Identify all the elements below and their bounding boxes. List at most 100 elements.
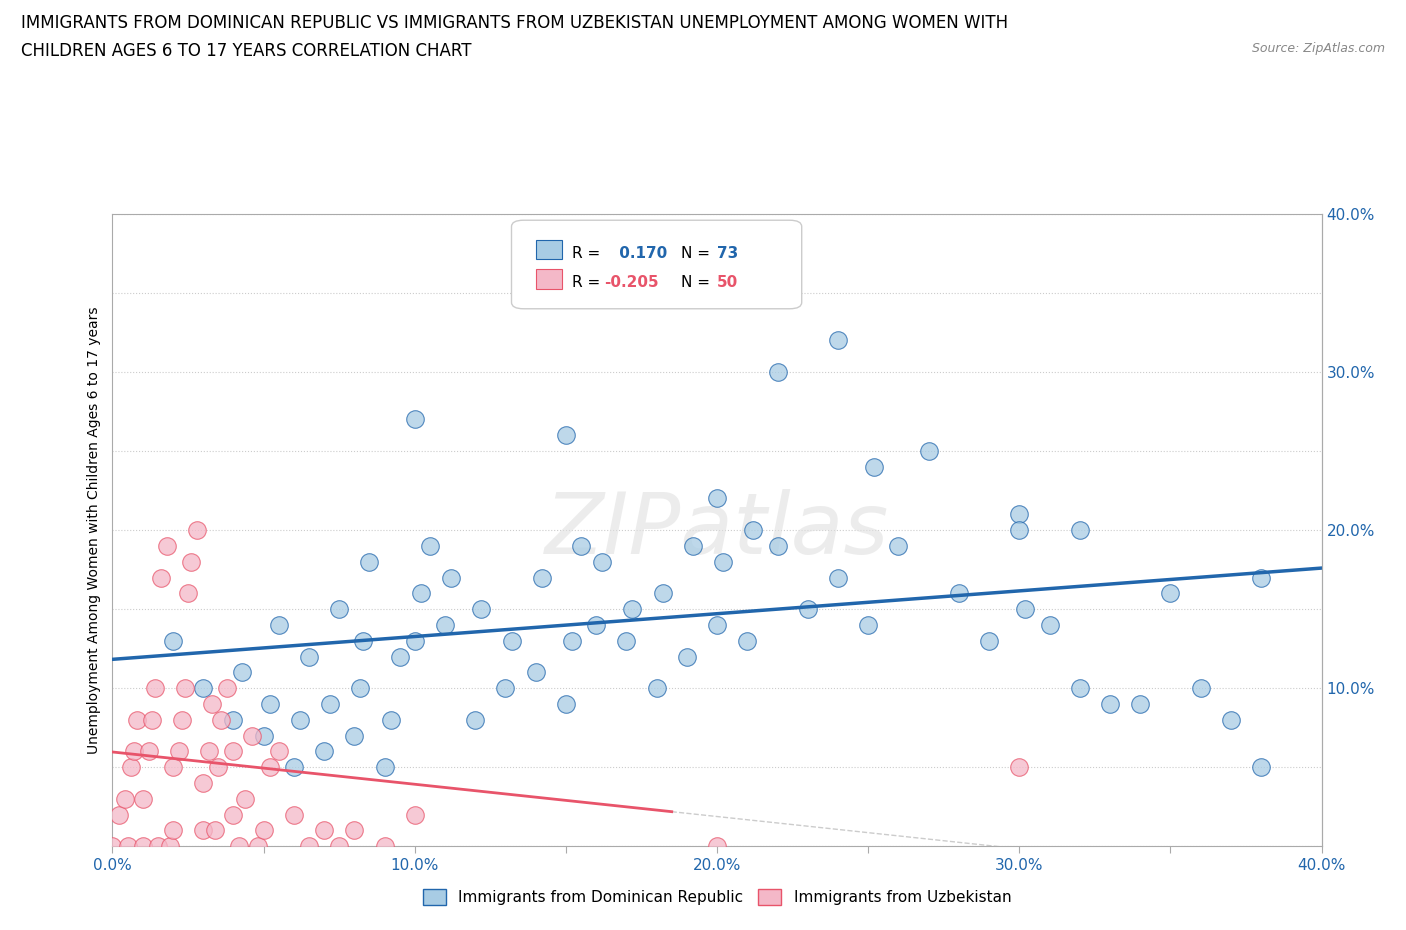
Text: N =: N =	[681, 274, 710, 290]
Point	[319, 697, 342, 711]
Point	[706, 491, 728, 506]
Point	[433, 618, 456, 632]
Point	[132, 791, 155, 806]
Point	[404, 412, 426, 427]
Point	[288, 712, 311, 727]
Point	[177, 586, 200, 601]
Point	[585, 618, 607, 632]
Point	[180, 554, 202, 569]
Point	[209, 712, 232, 727]
Text: Source: ZipAtlas.com: Source: ZipAtlas.com	[1251, 42, 1385, 55]
Point	[1008, 507, 1031, 522]
Point	[191, 776, 214, 790]
Point	[1069, 523, 1091, 538]
Point	[682, 538, 704, 553]
Point	[246, 839, 269, 854]
Point	[1220, 712, 1243, 727]
Point	[1129, 697, 1152, 711]
Point	[235, 791, 257, 806]
Point	[222, 744, 245, 759]
Point	[125, 712, 148, 727]
Point	[1069, 681, 1091, 696]
Point	[827, 570, 849, 585]
Point	[591, 554, 613, 569]
Point	[314, 823, 336, 838]
Point	[159, 839, 181, 854]
Point	[1159, 586, 1181, 601]
Point	[621, 602, 644, 617]
Text: 0.170: 0.170	[614, 246, 668, 260]
Point	[569, 538, 592, 553]
Point	[766, 365, 789, 379]
Point	[374, 760, 396, 775]
Point	[464, 712, 486, 727]
Text: R =: R =	[572, 246, 600, 260]
Point	[1098, 697, 1121, 711]
Point	[186, 523, 208, 538]
Point	[141, 712, 163, 727]
Point	[191, 823, 214, 838]
FancyBboxPatch shape	[512, 220, 801, 309]
Point	[380, 712, 402, 727]
Point	[191, 681, 214, 696]
Point	[1038, 618, 1062, 632]
Point	[1250, 570, 1272, 585]
Point	[675, 649, 697, 664]
Point	[645, 681, 668, 696]
Point	[283, 760, 305, 775]
FancyBboxPatch shape	[536, 269, 562, 288]
Point	[343, 823, 366, 838]
Point	[796, 602, 818, 617]
Text: N =: N =	[681, 246, 710, 260]
Point	[204, 823, 226, 838]
Point	[352, 633, 374, 648]
Point	[167, 744, 190, 759]
Point	[530, 570, 553, 585]
Point	[267, 618, 290, 632]
Text: 50: 50	[717, 274, 738, 290]
Point	[374, 839, 396, 854]
Text: R =: R =	[572, 274, 600, 290]
Point	[138, 744, 160, 759]
Point	[440, 570, 463, 585]
Point	[887, 538, 910, 553]
Point	[827, 333, 849, 348]
Point	[253, 728, 276, 743]
Point	[122, 744, 145, 759]
Point	[501, 633, 523, 648]
Point	[170, 712, 193, 727]
Point	[737, 633, 759, 648]
Point	[259, 760, 281, 775]
Point	[143, 681, 166, 696]
Point	[162, 760, 184, 775]
Point	[156, 538, 179, 553]
Point	[217, 681, 239, 696]
Point	[419, 538, 441, 553]
Point	[554, 697, 576, 711]
Point	[207, 760, 229, 775]
Text: 73: 73	[717, 246, 738, 260]
Point	[1014, 602, 1036, 617]
FancyBboxPatch shape	[536, 240, 562, 259]
Point	[201, 697, 224, 711]
Text: -0.205: -0.205	[605, 274, 659, 290]
Point	[359, 554, 381, 569]
Legend: Immigrants from Dominican Republic, Immigrants from Uzbekistan: Immigrants from Dominican Republic, Immi…	[416, 884, 1018, 911]
Point	[863, 459, 886, 474]
Point	[409, 586, 432, 601]
Point	[146, 839, 169, 854]
Y-axis label: Unemployment Among Women with Children Ages 6 to 17 years: Unemployment Among Women with Children A…	[87, 306, 101, 754]
Point	[1250, 760, 1272, 775]
Point	[101, 839, 124, 854]
Point	[267, 744, 290, 759]
Point	[404, 807, 426, 822]
Point	[554, 428, 576, 443]
Point	[918, 444, 941, 458]
Point	[259, 697, 281, 711]
Point	[561, 633, 583, 648]
Point	[120, 760, 142, 775]
Text: CHILDREN AGES 6 TO 17 YEARS CORRELATION CHART: CHILDREN AGES 6 TO 17 YEARS CORRELATION …	[21, 42, 471, 60]
Point	[977, 633, 1000, 648]
Point	[240, 728, 263, 743]
Point	[495, 681, 517, 696]
